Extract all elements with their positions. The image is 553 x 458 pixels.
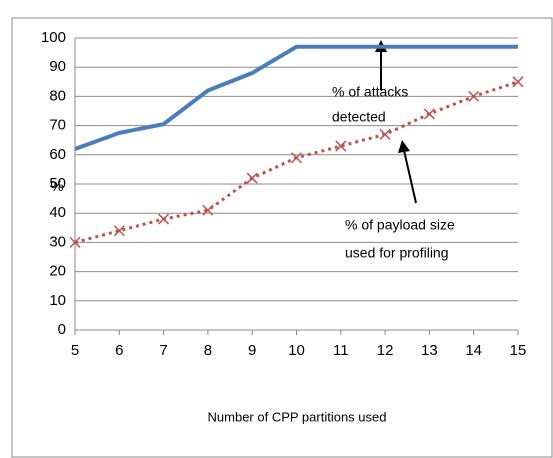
point-marker (379, 128, 391, 140)
annotation: detected (332, 109, 386, 125)
chart-frame (11, 17, 553, 458)
x-tick-label: 11 (333, 342, 349, 359)
point-marker (202, 204, 214, 216)
x-tick-label: 6 (115, 342, 123, 359)
y-tick-label: 10 (49, 292, 66, 309)
y-tick-label: 0 (58, 321, 66, 338)
point-marker (246, 172, 258, 184)
x-axis-label: Number of CPP partitions used (208, 409, 387, 424)
arrow-head (398, 140, 410, 153)
point-marker (468, 90, 480, 102)
x-tick-label: 8 (204, 342, 212, 359)
point-marker (423, 108, 435, 120)
point-marker (335, 140, 347, 152)
x-tick-label: 14 (465, 342, 482, 359)
x-tick-label: 10 (288, 342, 305, 359)
y-tick-label: 50 (49, 175, 66, 192)
y-tick-label: 80 (49, 87, 66, 104)
y-axis-label: % (50, 178, 63, 195)
y-tick-label: 40 (49, 204, 66, 221)
point-marker (512, 76, 524, 88)
y-tick-label: 100 (41, 29, 66, 46)
x-tick-label: 15 (510, 342, 527, 359)
point-marker (290, 152, 303, 164)
annotation: used for profiling (345, 245, 449, 261)
series-line (74, 44, 518, 151)
x-tick-label: 5 (71, 342, 79, 359)
point-marker (158, 213, 170, 225)
y-tick-label: 20 (49, 263, 66, 280)
y-tick-label: 60 (49, 146, 66, 163)
point-marker (69, 236, 81, 248)
y-tick-label: 30 (49, 233, 66, 250)
y-tick-label: 90 (49, 58, 66, 75)
x-tick-label: 13 (421, 342, 438, 359)
y-tick-label: 70 (49, 117, 66, 134)
x-tick-label: 9 (248, 342, 256, 359)
arrow (402, 145, 417, 204)
x-tick-label: 12 (377, 342, 394, 359)
annotation: % of attacks (332, 84, 408, 100)
point-marker (113, 225, 125, 237)
x-tick-label: 7 (159, 342, 167, 359)
annotation: % of payload size (345, 217, 455, 233)
